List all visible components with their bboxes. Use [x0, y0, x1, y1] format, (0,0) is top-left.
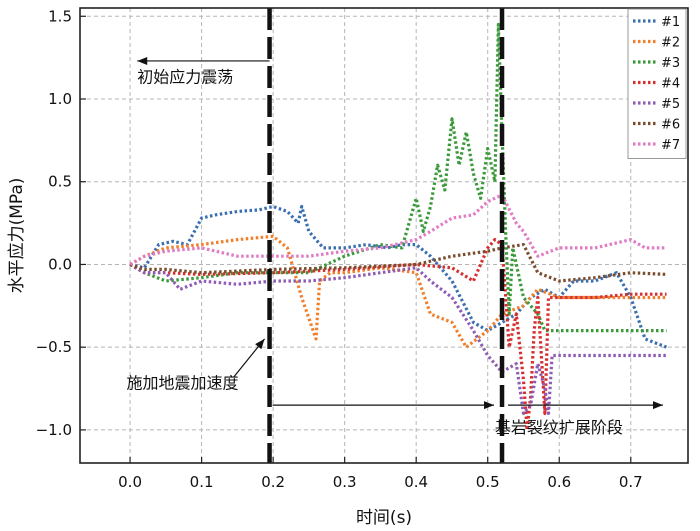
x-axis-label: 时间(s) [356, 508, 412, 528]
y-tick-label: 0.0 [48, 255, 72, 273]
plot-frame [79, 7, 689, 464]
series-layer [129, 22, 668, 432]
x-tick-label: 0.4 [404, 473, 428, 491]
series-line-6 [129, 243, 667, 283]
marker-layer [137, 8, 663, 463]
legend-label-7: #7 [661, 138, 680, 153]
annotation-layer: 初始应力震荡 施加地震加速度 基岩裂纹扩展阶段 [126, 67, 622, 437]
arrow-seismic-loading-head [255, 338, 265, 350]
tick-layer: 0.0 0.1 0.2 0.3 0.4 0.5 0.6 0.7 −1.0 −0.5 0.0 0.5 1.… [36, 7, 643, 491]
series-line-7 [129, 193, 667, 266]
arrow-crack-stage-head [652, 401, 663, 410]
series-line-2 [129, 234, 667, 349]
series-line-3 [129, 22, 667, 333]
legend-items: #1 #2 #3 #4 #5 #6 #7 [633, 15, 680, 153]
x-tick-label: 0.5 [476, 473, 500, 491]
y-tick-label: −0.5 [36, 338, 72, 356]
x-tick-label: 0.2 [261, 473, 285, 491]
legend-label-3: #3 [661, 56, 680, 71]
y-tick-label: −1.0 [36, 421, 72, 439]
legend-label-6: #6 [661, 118, 680, 133]
arrow-seismic-stage-head [484, 401, 495, 410]
series-line-1 [129, 204, 668, 349]
x-tick-label: 0.0 [118, 473, 142, 491]
arrow-initial-oscillation-head [137, 56, 148, 65]
annotation-seismic-loading: 施加地震加速度 [126, 374, 238, 393]
legend-label-2: #2 [661, 36, 680, 51]
annotation-initial-oscillation: 初始应力震荡 [137, 67, 233, 86]
x-tick-label: 0.1 [190, 473, 214, 491]
legend-label-1: #1 [661, 15, 680, 30]
y-axis-label: 水平应力(MPa) [7, 178, 27, 294]
x-tick-label: 0.6 [547, 473, 571, 491]
legend-label-5: #5 [661, 97, 680, 112]
y-tick-label: 0.5 [48, 173, 72, 191]
legend-box [627, 8, 687, 159]
x-tick-label: 0.3 [333, 473, 357, 491]
annotation-crack-propagation: 基岩裂纹扩展阶段 [495, 418, 623, 437]
y-tick-label: 1.0 [48, 90, 72, 108]
y-tick-label: 1.5 [48, 7, 72, 25]
legend: #1 #2 #3 #4 #5 #6 #7 [627, 8, 687, 159]
x-tick-label: 0.7 [619, 473, 643, 491]
grid [80, 8, 688, 463]
series-line-4 [129, 238, 667, 432]
legend-label-4: #4 [661, 77, 680, 92]
